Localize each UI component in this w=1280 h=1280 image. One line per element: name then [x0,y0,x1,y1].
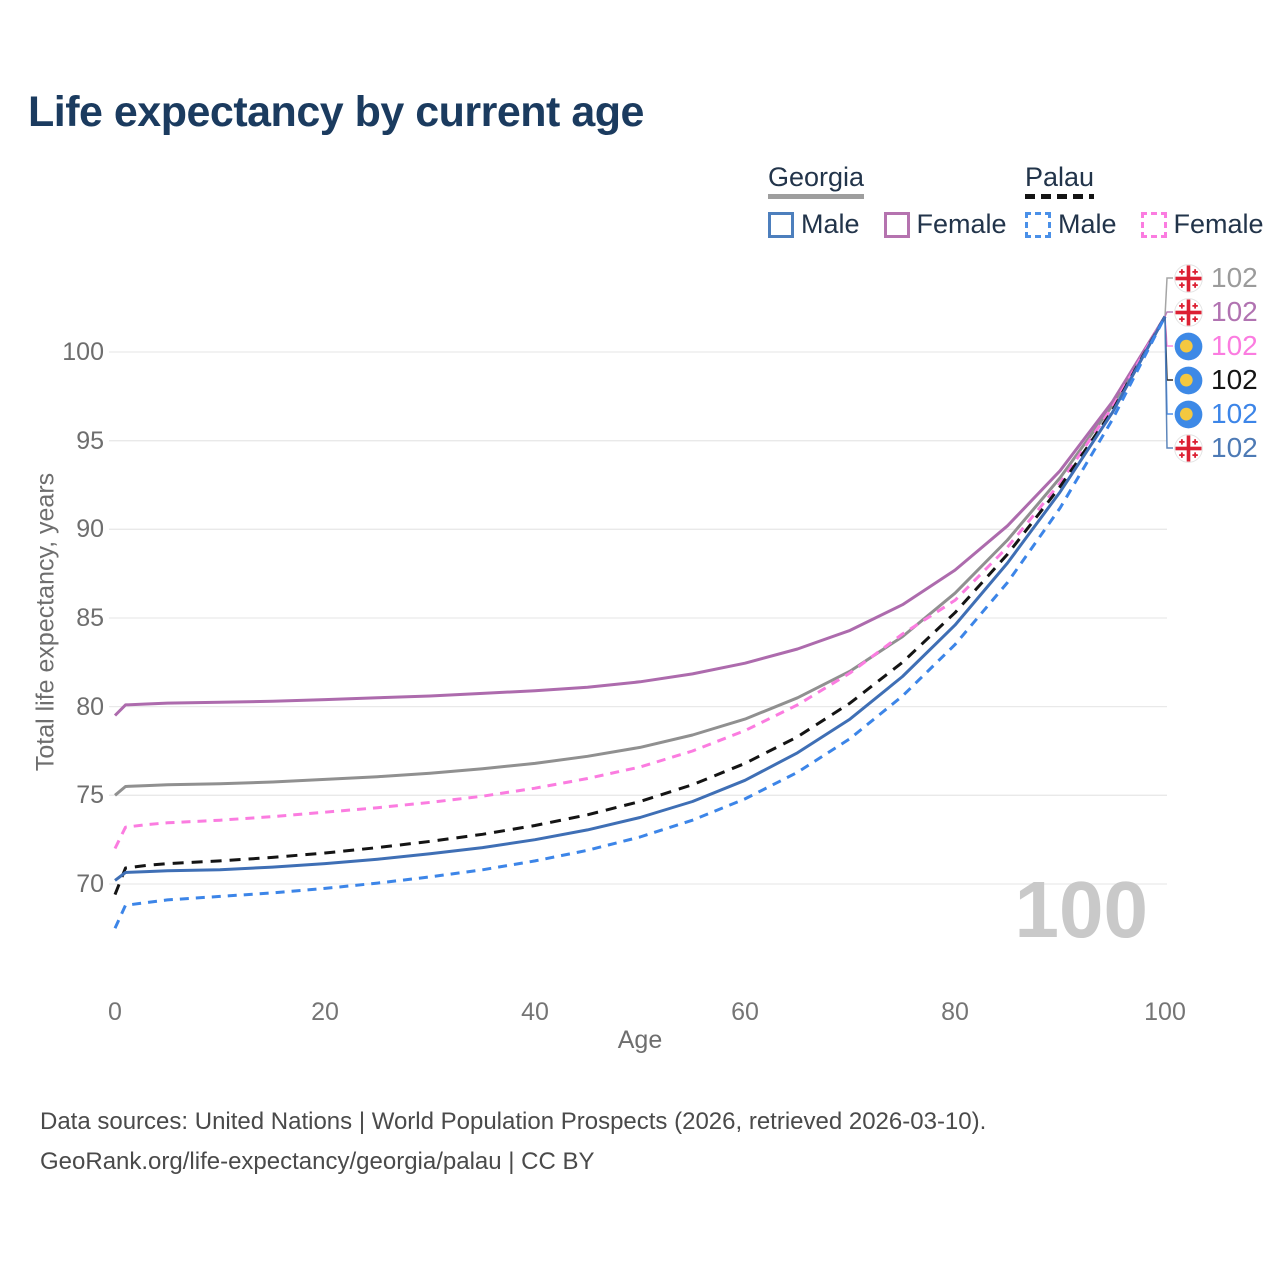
y-tick-label: 100 [62,338,104,366]
legend-country-georgia[interactable]: Georgia [768,162,865,192]
series-line-palau-both-sexes[interactable] [113,315,1167,896]
series-line-palau-male[interactable] [113,315,1167,929]
legend-item-palau-female[interactable]: Female [1173,209,1264,239]
legend-swatch-palau-male[interactable] [1025,211,1051,238]
end-value-georgia-male: 102 [1211,432,1258,463]
end-label-palau-male: 102 [1174,398,1258,430]
series-line-georgia-female[interactable] [113,315,1167,717]
legend-group-georgia: Georgia Male Female [768,163,1031,240]
end-label-georgia-both-sexes: 102 [1174,262,1258,294]
palau-flag-icon [1174,332,1203,361]
x-tick-label: 20 [311,998,339,1026]
legend-items-row: Male Female [1025,209,1280,240]
y-tick-label: 75 [76,781,104,810]
y-tick-label: 85 [76,603,104,632]
legend-underline-dashed [1025,194,1094,199]
series-line-georgia-male[interactable] [114,315,1167,882]
legend-items-row: Male Female [768,209,1031,240]
x-tick-label: 40 [521,998,549,1026]
legend-item-georgia-male[interactable]: Male [801,209,860,239]
palau-flag-icon [1174,366,1203,395]
footer-url: GeoRank.org/life-expectancy/georgia/pala… [40,1148,595,1175]
end-value-palau-female: 102 [1211,330,1258,361]
label-connector-georgia-male [1164,316,1173,449]
legend-swatch-palau-female[interactable] [1140,211,1167,238]
age-counter-watermark: 100 [1014,865,1148,954]
series-line-georgia-both-sexes[interactable] [114,315,1167,797]
legend-underline-solid [768,194,864,199]
end-value-georgia-both-sexes: 102 [1211,262,1258,293]
page-title: Life expectancy by current age [28,88,644,136]
legend-country-palau[interactable]: Palau [1025,162,1095,192]
end-label-palau-female: 102 [1174,330,1258,362]
x-tick-label: 60 [731,998,759,1026]
label-connector-georgia-both-sexes [1164,277,1173,317]
end-value-palau-male: 102 [1211,398,1258,429]
legend-swatch-georgia-female[interactable] [883,211,910,238]
end-value-palau-both-sexes: 102 [1211,364,1258,395]
footer-data-sources: Data sources: United Nations | World Pop… [40,1108,987,1135]
palau-flag-icon [1174,400,1203,429]
end-label-georgia-male: 102 [1174,432,1258,464]
y-tick-label: 80 [76,692,104,721]
georgia-flag-icon [1174,263,1203,293]
footer: Data sources: United Nations | World Pop… [40,1102,986,1182]
series-line-palau-female[interactable] [113,315,1167,850]
x-axis-title: Age [617,1026,663,1054]
y-tick-label: 70 [76,869,104,898]
legend-item-palau-male[interactable]: Male [1058,209,1117,239]
x-tick-label: 80 [941,998,969,1026]
georgia-flag-icon [1174,297,1203,327]
end-value-georgia-female: 102 [1211,296,1258,327]
end-label-palau-both-sexes: 102 [1174,364,1258,396]
x-tick-label: 100 [1144,998,1186,1026]
y-axis-title: Total life expectancy, years [31,472,60,772]
legend-swatch-georgia-male[interactable] [768,211,794,238]
legend-group-palau: Palau Male Female [1025,163,1280,240]
y-tick-label: 90 [76,515,104,544]
legend-item-georgia-female[interactable]: Female [916,209,1007,239]
x-tick-label: 0 [108,998,122,1026]
georgia-flag-icon [1174,433,1203,463]
label-connector-georgia-female [1164,311,1173,317]
end-label-georgia-female: 102 [1174,296,1258,328]
y-tick-label: 95 [76,426,104,455]
